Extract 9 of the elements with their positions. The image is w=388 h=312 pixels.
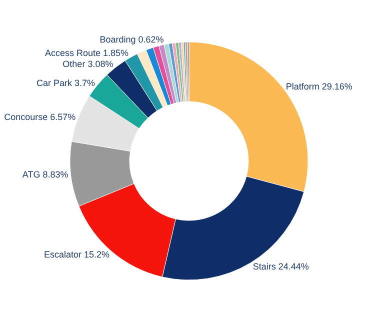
slice-label: ATG 8.83% xyxy=(22,169,68,180)
slice-label: Car Park 3.7% xyxy=(36,78,96,88)
slice-label: Other 3.08% xyxy=(62,59,114,70)
slice-label: Escalator 15.2% xyxy=(44,250,110,260)
slice-label: Platform 29.16% xyxy=(286,82,352,92)
slice-label: Boarding 0.62% xyxy=(100,34,164,44)
slice-label: Stairs 24.44% xyxy=(252,262,309,272)
slice-label: Concourse 6.57% xyxy=(4,112,76,122)
slice-label: Access Route 1.85% xyxy=(45,48,129,58)
